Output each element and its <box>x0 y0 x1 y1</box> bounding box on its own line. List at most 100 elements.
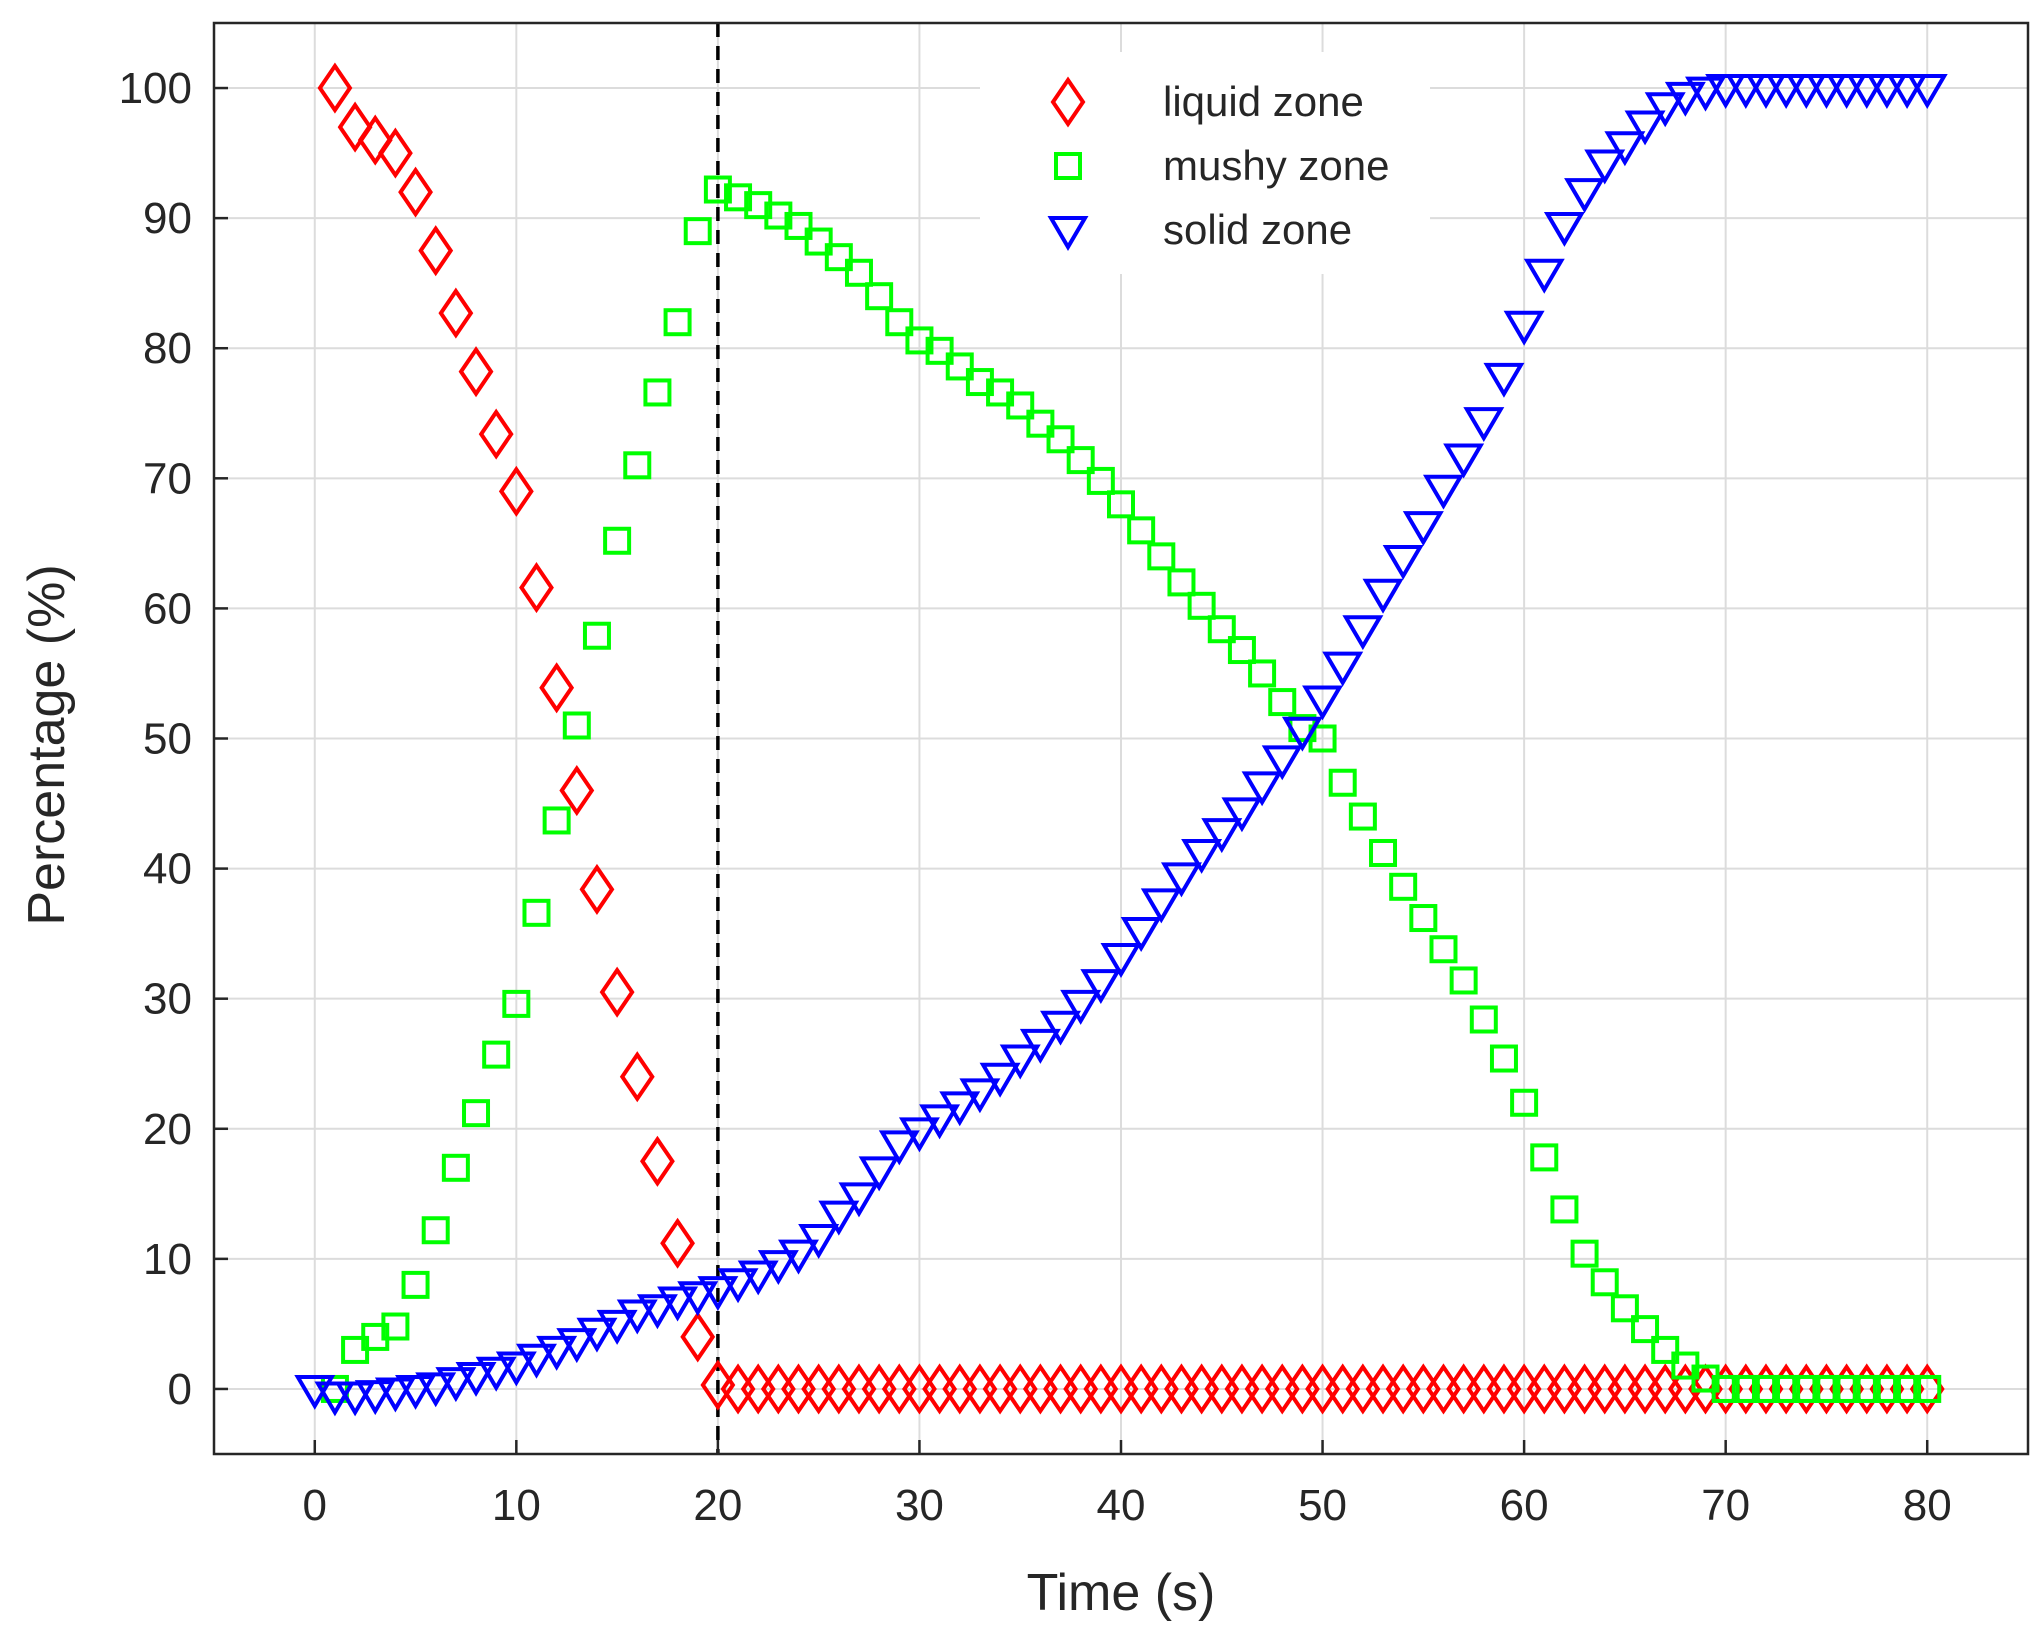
solid-zone-point <box>1765 74 1807 110</box>
y-tick-label: 0 <box>168 1365 192 1414</box>
solid-zone-point <box>495 1351 537 1387</box>
solid-zone-point <box>1846 74 1888 110</box>
solid-zone-point <box>1745 74 1787 110</box>
series-mushy-zone <box>320 175 1942 1403</box>
legend-label: mushy zone <box>1163 142 1389 189</box>
liquid-zone-point <box>539 662 575 714</box>
legend-marker-liquid-zone <box>1050 76 1086 128</box>
solid-zone-point <box>415 1372 457 1408</box>
y-tick-label: 20 <box>143 1105 192 1154</box>
mushy-zone-point <box>1449 966 1478 995</box>
liquid-zone-point <box>700 1359 736 1411</box>
liquid-zone-point <box>619 1051 655 1103</box>
mushy-zone-point <box>1852 1374 1881 1403</box>
solid-zone-point <box>1040 1010 1082 1046</box>
solid-zone-point <box>657 1286 699 1322</box>
y-tick-label: 60 <box>143 584 192 633</box>
legend: liquid zone mushy zone solid zone <box>980 52 1430 274</box>
mushy-zone-point <box>703 175 732 204</box>
y-tick-label: 40 <box>143 845 192 894</box>
liquid-zone-point <box>559 764 595 817</box>
solid-zone-point <box>1785 74 1827 110</box>
solid-zone-point <box>818 1200 860 1236</box>
mushy-zone-point <box>1348 802 1377 831</box>
mushy-zone-point <box>462 1099 491 1128</box>
x-tick-label: 70 <box>1701 1481 1750 1530</box>
mushy-zone-point <box>885 308 914 337</box>
mushy-zone-point <box>804 227 833 256</box>
legend-label: solid zone <box>1163 206 1352 253</box>
solid-zone-point <box>1543 211 1585 247</box>
solid-zone-point <box>1120 917 1162 952</box>
solid-zone-point <box>1201 818 1243 854</box>
solid-zone-point <box>334 1381 376 1417</box>
mushy-zone-point <box>945 352 974 381</box>
mushy-zone-point <box>1086 466 1115 495</box>
liquid-zone-point <box>640 1135 675 1187</box>
solid-zone-point <box>1604 131 1646 167</box>
mushy-zone-point <box>1227 636 1256 665</box>
liquid-zone-point <box>498 465 534 517</box>
solid-zone-point <box>959 1078 1001 1114</box>
y-tick-label: 30 <box>143 975 192 1024</box>
mushy-zone-point <box>1046 425 1075 454</box>
solid-zone-point <box>1685 76 1727 112</box>
liquid-zone-point <box>680 1311 716 1363</box>
data-markers <box>294 62 1948 1417</box>
mushy-zone-point <box>824 243 853 272</box>
solid-zone-point <box>898 1117 940 1153</box>
mushy-zone-point <box>522 898 551 927</box>
solid-zone-point <box>737 1260 779 1296</box>
solid-zone-point <box>1100 943 1142 979</box>
solid-zone-point <box>374 1377 416 1413</box>
solid-zone-point <box>1725 74 1767 110</box>
mushy-zone-point <box>1328 768 1357 797</box>
mushy-zone-point <box>1590 1268 1619 1297</box>
mushy-zone-point <box>1187 591 1216 620</box>
solid-zone-point <box>1402 511 1444 547</box>
legend-marker-mushy-zone <box>1054 152 1082 180</box>
solid-zone-point <box>1342 615 1384 651</box>
solid-zone-point <box>1705 74 1747 110</box>
liquid-zone-point <box>519 562 554 614</box>
mushy-zone-point <box>1610 1294 1639 1323</box>
mushy-zone-point <box>623 451 652 480</box>
mushy-zone-point <box>1268 688 1297 717</box>
y-tick-label: 70 <box>143 454 192 503</box>
mushy-zone-point <box>381 1312 410 1341</box>
mushy-zone-point <box>1107 490 1135 519</box>
mushy-zone-point <box>421 1216 450 1245</box>
liquid-zone-point <box>599 966 635 1018</box>
solid-zone-point <box>1140 888 1182 924</box>
solid-zone-point <box>1503 310 1545 346</box>
solid-zone-point <box>1019 1028 1061 1064</box>
solid-zone-point <box>1523 258 1565 294</box>
y-tick-label: 100 <box>119 64 192 113</box>
mushy-zone-point <box>643 378 672 407</box>
liquid-zone-point <box>337 101 373 153</box>
mushy-zone-point <box>1872 1374 1901 1403</box>
solid-zone-point <box>395 1374 437 1410</box>
solid-zone-point <box>556 1328 598 1364</box>
solid-zone-point <box>1261 745 1303 781</box>
mushy-zone-point <box>925 336 954 365</box>
solid-zone-point <box>1886 74 1928 110</box>
y-tick-label: 80 <box>143 324 192 373</box>
solid-zone-point <box>536 1335 578 1371</box>
x-tick-label: 60 <box>1500 1481 1549 1530</box>
solid-zone-point <box>1060 989 1102 1025</box>
mushy-zone-point <box>683 217 712 246</box>
solid-zone-point <box>1624 110 1666 146</box>
mushy-zone-point <box>1510 1088 1539 1117</box>
solid-zone-point <box>939 1091 981 1127</box>
liquid-zone-point <box>438 287 474 339</box>
mushy-zone-point <box>784 211 813 240</box>
solid-zone-point <box>314 1381 356 1417</box>
x-tick-label: 80 <box>1903 1481 1952 1530</box>
solid-zone-point <box>1422 474 1464 510</box>
solid-zone-point <box>979 1062 1021 1098</box>
solid-zone-point <box>354 1380 396 1416</box>
mushy-zone-point <box>1147 542 1176 571</box>
solid-zone-point <box>757 1250 799 1286</box>
x-tick-label: 30 <box>895 1481 944 1530</box>
